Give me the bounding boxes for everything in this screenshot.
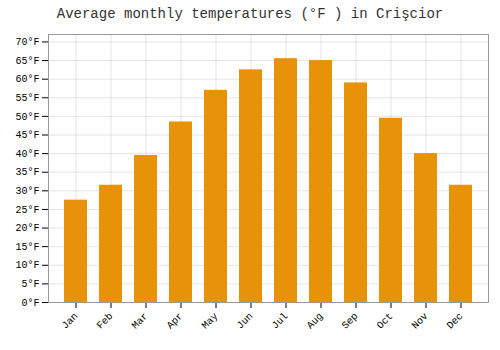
svg-text:45°F: 45°F	[15, 130, 39, 141]
svg-text:Aug: Aug	[305, 311, 326, 332]
svg-text:Jan: Jan	[60, 311, 81, 332]
svg-text:15°F: 15°F	[15, 242, 39, 253]
svg-text:0°F: 0°F	[21, 298, 39, 309]
svg-text:Apr: Apr	[165, 311, 186, 332]
svg-text:Feb: Feb	[95, 311, 116, 332]
svg-text:Nov: Nov	[410, 311, 431, 332]
svg-text:55°F: 55°F	[15, 93, 39, 104]
svg-text:Jun: Jun	[235, 311, 256, 332]
svg-text:Sep: Sep	[340, 311, 361, 332]
svg-text:Jul: Jul	[270, 311, 291, 332]
svg-text:35°F: 35°F	[15, 167, 39, 178]
svg-text:65°F: 65°F	[15, 56, 39, 67]
svg-text:50°F: 50°F	[15, 112, 39, 123]
html-text:Average monthly temperatures (: Average monthly temperatures (°F ) in Cr…	[56, 6, 444, 22]
svg-text:May: May	[200, 311, 221, 332]
svg-text:Dec: Dec	[445, 311, 466, 332]
svg-text:5°F: 5°F	[21, 279, 39, 290]
svg-text:25°F: 25°F	[15, 205, 39, 216]
svg-text:30°F: 30°F	[15, 186, 39, 197]
svg-text:40°F: 40°F	[15, 149, 39, 160]
svg-text:20°F: 20°F	[15, 223, 39, 234]
svg-text:70°F: 70°F	[15, 37, 39, 48]
svg-text:Mar: Mar	[130, 311, 151, 332]
svg-text:60°F: 60°F	[15, 74, 39, 85]
svg-text:Oct: Oct	[375, 311, 396, 332]
svg-text:10°F: 10°F	[15, 260, 39, 271]
